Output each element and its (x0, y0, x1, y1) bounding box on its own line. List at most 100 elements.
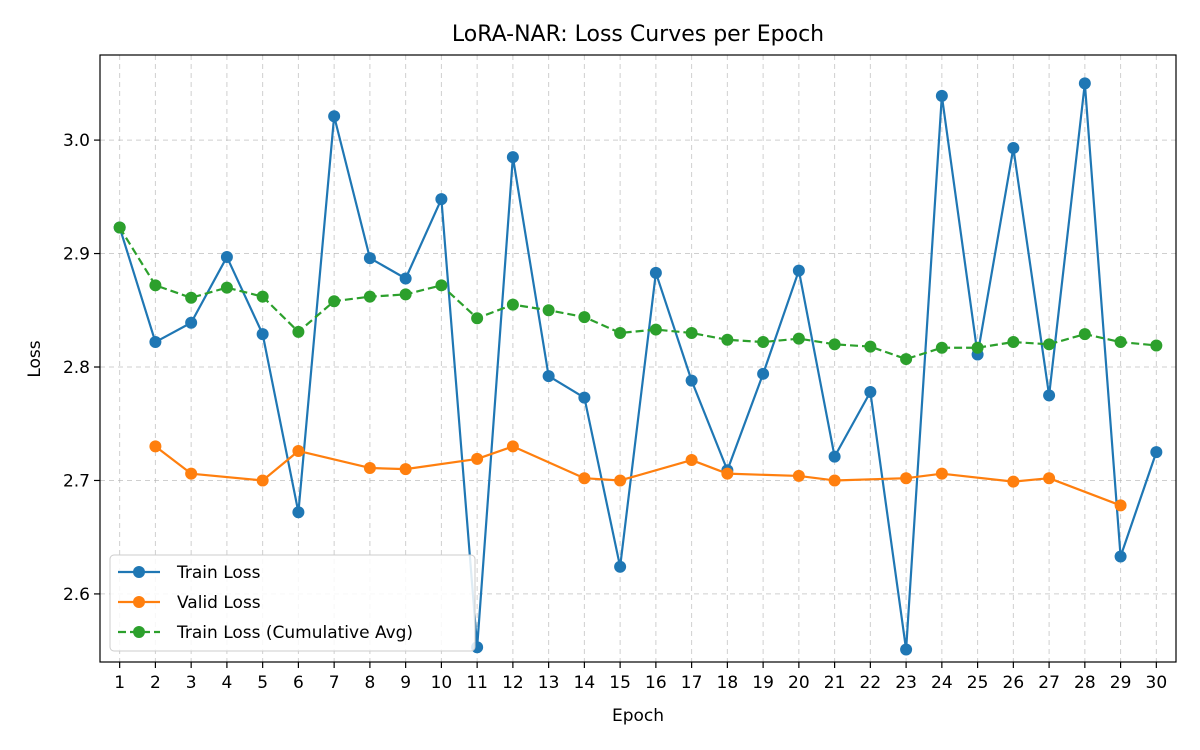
train-loss-cumulative-avg-point (935, 341, 948, 354)
train-loss-point (149, 336, 162, 349)
x-tick-label: 4 (221, 673, 232, 693)
valid-loss-point (900, 472, 913, 485)
train-loss-point (435, 193, 448, 206)
legend-label-valid-loss: Valid Loss (177, 593, 261, 613)
train-loss-point (864, 385, 877, 398)
train-loss-point (649, 266, 662, 279)
valid-loss-point (471, 452, 484, 465)
x-tick-label: 7 (329, 673, 340, 693)
train-loss-cumulative-avg-point (721, 333, 734, 346)
train-loss-cumulative-avg-point (900, 353, 913, 366)
x-tick-label: 23 (895, 673, 917, 693)
train-loss-point (1043, 389, 1056, 402)
x-tick-label: 12 (502, 673, 524, 693)
x-tick-label: 6 (293, 673, 304, 693)
x-tick-label: 15 (609, 673, 631, 693)
train-loss-point (792, 264, 805, 277)
train-loss-point (1114, 550, 1127, 563)
y-tick-label: 2.6 (63, 585, 90, 605)
train-loss-point (757, 367, 770, 380)
x-tick-label: 28 (1074, 673, 1096, 693)
train-loss-point (1007, 142, 1020, 155)
valid-loss-point (721, 467, 734, 480)
valid-loss-point (506, 440, 519, 453)
train-loss-cumulative-avg-point (185, 291, 198, 304)
y-tick-label: 2.7 (63, 471, 90, 491)
valid-loss-point (1007, 475, 1020, 488)
train-loss-cumulative-avg-point (685, 326, 698, 339)
ticks-layer: 1 2 3 4 5 6 7 8 9 10 11 12 13 14 15 16 17 18 19 20 21 22 23 24 2… (63, 131, 1167, 693)
grid-layer (100, 55, 1176, 662)
legend-marker-train-loss-cumulative-avg (133, 626, 145, 638)
y-tick-label: 3.0 (63, 131, 90, 151)
train-loss-cumulative-avg-point (971, 341, 984, 354)
train-loss-cumulative-avg-point (506, 298, 519, 311)
valid-loss-point (578, 472, 591, 485)
legend: Train Loss Valid Loss Train Loss (Cumulati… (109, 554, 476, 652)
valid-loss-point (292, 444, 305, 457)
train-loss-point (292, 506, 305, 519)
train-loss-point (1150, 446, 1163, 459)
train-loss-cumulative-avg-point (399, 288, 412, 301)
train-loss-cumulative-avg-point (1043, 338, 1056, 351)
train-loss-cumulative-avg-point (113, 221, 126, 234)
x-tick-label: 9 (400, 673, 411, 693)
valid-loss-point (828, 474, 841, 487)
series-layer (113, 77, 1163, 656)
legend-label-train-loss: Train Loss (176, 563, 261, 583)
train-loss-point (578, 391, 591, 404)
train-loss-cumulative-avg-point (292, 325, 305, 338)
x-tick-label: 20 (788, 673, 810, 693)
plot-frame (99, 54, 1177, 663)
valid-loss-point (935, 467, 948, 480)
train-loss-cumulative-avg-point (363, 290, 376, 303)
valid-loss-point (614, 474, 627, 487)
train-loss-cumulative-avg-point (328, 295, 341, 308)
x-tick-label: 5 (257, 673, 268, 693)
train-loss-cumulative-avg-point (578, 311, 591, 324)
train-loss-cumulative-avg-point (828, 338, 841, 351)
train-loss-cumulative-avg-point (757, 336, 770, 349)
legend-label-train-loss-cumulative-avg: Train Loss (Cumulative Avg) (176, 623, 413, 643)
train-loss-cumulative-avg-line (118, 226, 1157, 361)
train-loss-cumulative-avg-series (113, 221, 1163, 366)
x-tick-label: 10 (431, 673, 453, 693)
train-loss-point (399, 272, 412, 285)
train-loss-cumulative-avg-point (1150, 339, 1163, 352)
train-loss-point (614, 560, 627, 573)
train-loss-line (118, 82, 1158, 651)
train-loss-point (363, 252, 376, 265)
x-tick-label: 26 (1003, 673, 1025, 693)
x-tick-label: 2 (150, 673, 161, 693)
valid-loss-point (256, 474, 269, 487)
train-loss-cumulative-avg-point (614, 326, 627, 339)
legend-marker-valid-loss (133, 596, 145, 608)
x-tick-label: 3 (186, 673, 197, 693)
train-loss-point (185, 316, 198, 329)
valid-loss-point (399, 463, 412, 476)
valid-loss-point (685, 454, 698, 467)
x-tick-label: 25 (967, 673, 989, 693)
x-tick-label: 21 (824, 673, 846, 693)
train-loss-point (506, 151, 519, 164)
valid-loss-point (1114, 499, 1127, 512)
train-loss-cumulative-avg-point (792, 332, 805, 345)
train-loss-cumulative-avg-point (1007, 336, 1020, 349)
x-tick-label: 17 (681, 673, 703, 693)
x-tick-label: 18 (717, 673, 739, 693)
train-loss-cumulative-avg-point (471, 312, 484, 325)
x-tick-label: 13 (538, 673, 560, 693)
train-loss-point (220, 250, 233, 263)
train-loss-point (256, 328, 269, 341)
valid-loss-point (792, 469, 805, 482)
train-loss-point (542, 370, 555, 383)
legend-box (109, 554, 476, 652)
train-loss-cumulative-avg-point (256, 290, 269, 303)
x-tick-label: 8 (364, 673, 375, 693)
chart-title: LoRA-NAR: Loss Curves per Epoch (452, 22, 824, 47)
y-tick-label: 2.9 (63, 245, 90, 265)
y-tick-label: 2.8 (63, 358, 90, 378)
x-axis-label: Epoch (612, 706, 664, 726)
y-axis-label: Loss (25, 340, 45, 377)
